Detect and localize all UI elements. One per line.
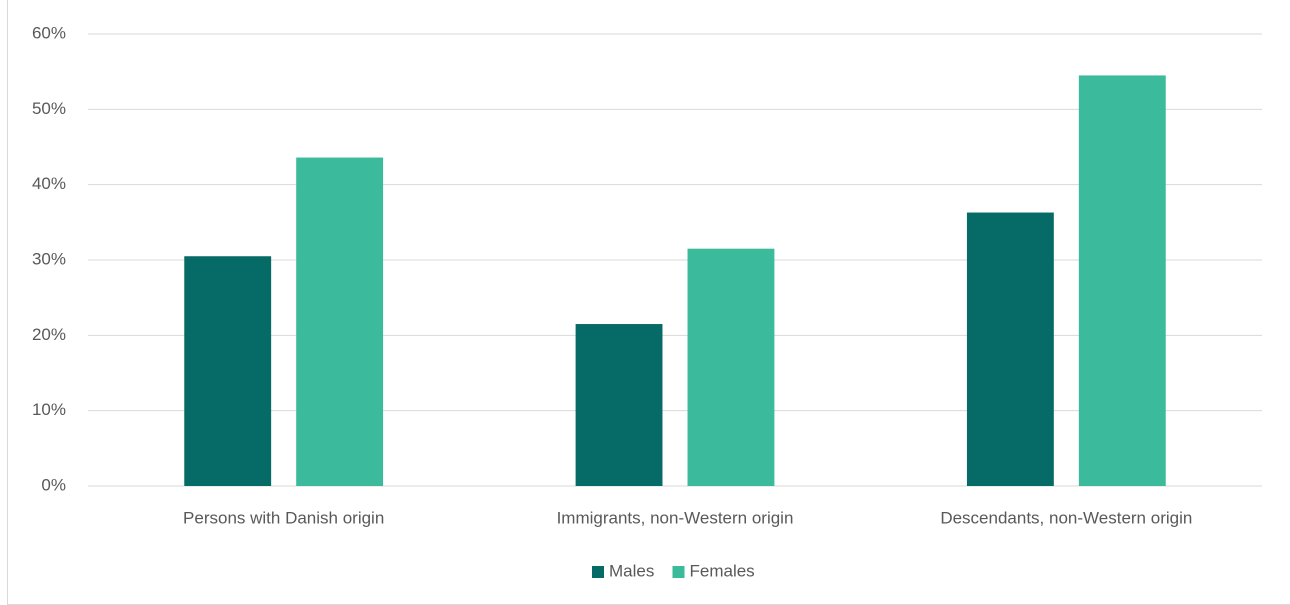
bar	[1078, 75, 1166, 486]
y-tick-label: 0%	[41, 475, 66, 494]
bar	[184, 256, 272, 486]
y-tick-label: 10%	[32, 400, 66, 419]
y-tick-label: 40%	[32, 174, 66, 193]
y-tick-label: 30%	[32, 249, 66, 268]
bar	[575, 324, 663, 486]
x-tick-label: Immigrants, non-Western origin	[557, 508, 794, 527]
y-tick-label: 60%	[32, 23, 66, 42]
legend-label: Males	[609, 561, 654, 580]
x-tick-label: Descendants, non-Western origin	[940, 508, 1192, 527]
y-tick-label: 50%	[32, 99, 66, 118]
legend-swatch	[592, 566, 604, 578]
bar	[687, 248, 775, 486]
legend-label: Females	[690, 561, 755, 580]
bar	[966, 212, 1054, 487]
bar	[296, 157, 384, 486]
y-tick-label: 20%	[32, 325, 66, 344]
x-tick-label: Persons with Danish origin	[183, 508, 384, 527]
legend-swatch	[672, 566, 685, 578]
